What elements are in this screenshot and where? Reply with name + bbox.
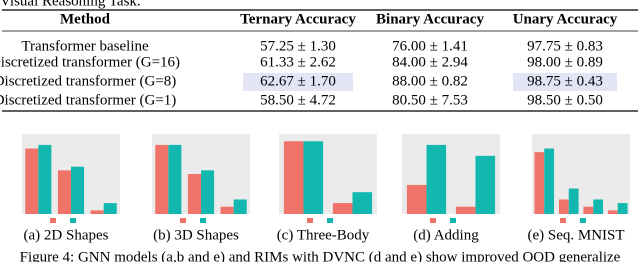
subfigure-caption: (e) Seq. MNIST bbox=[527, 227, 624, 243]
cell: 97.75 ± 0.83 bbox=[527, 38, 603, 54]
legend-swatch bbox=[430, 218, 436, 223]
bar bbox=[583, 206, 594, 214]
cell: Transformer baseline bbox=[21, 38, 149, 54]
bar bbox=[233, 199, 247, 214]
bar bbox=[455, 206, 476, 214]
bar bbox=[617, 203, 628, 214]
bar bbox=[558, 199, 569, 214]
cell: 98.00 ± 0.89 bbox=[527, 54, 603, 70]
cell: 58.50 ± 4.72 bbox=[260, 92, 336, 108]
bar bbox=[406, 184, 427, 214]
bar bbox=[568, 188, 579, 214]
legend-swatch bbox=[180, 218, 186, 223]
legend-swatch bbox=[70, 218, 76, 223]
cell: 62.67 ± 1.70 bbox=[260, 73, 336, 89]
bar bbox=[57, 170, 71, 214]
intro: Visual Reasoning Task. bbox=[0, 0, 141, 9]
bar bbox=[303, 141, 324, 214]
legend-swatch bbox=[50, 218, 56, 223]
highlight bbox=[513, 73, 617, 91]
subfigure-caption: (a) 2D Shapes bbox=[24, 227, 109, 243]
cell: 57.25 ± 1.30 bbox=[260, 38, 336, 54]
bar bbox=[90, 210, 104, 214]
bar bbox=[103, 203, 117, 214]
bar bbox=[332, 203, 353, 214]
cell: Discretized transformer (G=1) bbox=[0, 92, 176, 108]
bar bbox=[71, 166, 85, 214]
subfigure-caption: (b) 3D Shapes bbox=[153, 227, 239, 243]
bar bbox=[607, 210, 618, 214]
bar bbox=[25, 148, 39, 214]
cell: 98.75 ± 0.43 bbox=[527, 73, 603, 89]
legend-swatch bbox=[450, 218, 456, 223]
cell: 61.33 ± 2.62 bbox=[260, 54, 336, 70]
cell: 76.00 ± 1.41 bbox=[392, 38, 468, 54]
bar bbox=[426, 144, 447, 214]
bar bbox=[155, 144, 169, 214]
bar bbox=[475, 155, 496, 214]
legend-swatch bbox=[307, 218, 313, 223]
legend-swatch bbox=[580, 218, 586, 223]
cell: 84.00 ± 2.94 bbox=[392, 54, 468, 70]
bar bbox=[544, 148, 555, 214]
column-header: Method bbox=[60, 11, 111, 27]
cell: 88.00 ± 0.82 bbox=[392, 73, 468, 89]
bar bbox=[187, 174, 201, 214]
legend-swatch bbox=[327, 218, 333, 223]
bar bbox=[220, 206, 234, 214]
column-header: Binary Accuracy bbox=[376, 11, 484, 27]
cell: 98.50 ± 0.50 bbox=[527, 92, 603, 108]
bar bbox=[534, 152, 545, 214]
column-header: Ternary Accuracy bbox=[240, 11, 356, 27]
highlight bbox=[243, 73, 353, 91]
legend-swatch bbox=[200, 218, 206, 223]
bar bbox=[352, 192, 373, 214]
bar bbox=[168, 144, 182, 214]
cell: 80.50 ± 7.53 bbox=[392, 92, 468, 108]
column-header: Unary Accuracy bbox=[513, 11, 618, 27]
bar bbox=[593, 199, 604, 214]
bar bbox=[201, 170, 215, 214]
bar bbox=[283, 141, 304, 214]
bar bbox=[38, 144, 52, 214]
subfigure-caption: (c) Three-Body bbox=[277, 227, 370, 243]
figure-caption: Figure 4: GNN models (a,b and e) and RIM… bbox=[20, 249, 621, 262]
cell: Discretized transformer (G=16) bbox=[0, 54, 180, 70]
legend-swatch bbox=[560, 218, 566, 223]
subfigure-caption: (d) Adding bbox=[413, 227, 479, 243]
cell: Discretized transformer (G=8) bbox=[0, 73, 176, 89]
